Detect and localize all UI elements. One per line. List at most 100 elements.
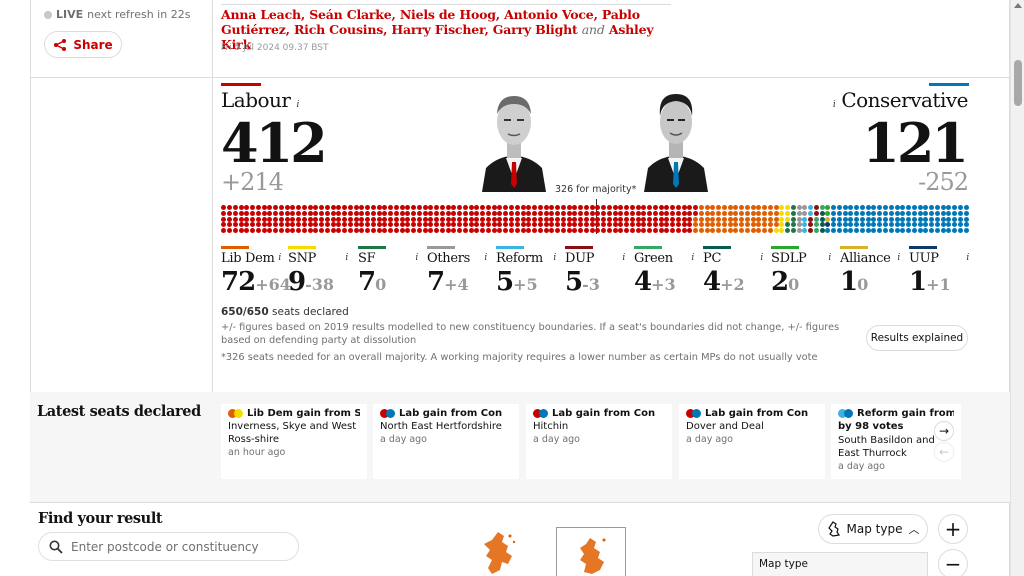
seat-dot bbox=[416, 216, 422, 222]
info-icon[interactable]: i bbox=[966, 253, 969, 263]
seat-result-card[interactable]: Lib Dem gain from SNP Inverness, Skye and… bbox=[221, 404, 367, 479]
seat-dot bbox=[508, 210, 514, 216]
seat-dot bbox=[934, 205, 940, 211]
scroll-up-arrow[interactable] bbox=[1014, 3, 1022, 8]
info-icon[interactable]: i bbox=[345, 253, 348, 263]
seat-dot bbox=[854, 205, 860, 211]
party-name: Others bbox=[427, 251, 471, 266]
author-link[interactable]: Seán Clarke bbox=[309, 7, 392, 22]
seat-dot bbox=[929, 222, 935, 228]
seat-dot bbox=[526, 216, 532, 222]
party-tally: Green i 4+3 bbox=[634, 246, 704, 297]
seat-dot bbox=[911, 222, 917, 228]
seat-dot bbox=[842, 205, 848, 211]
seat-dot bbox=[307, 205, 313, 211]
search-box[interactable] bbox=[38, 532, 299, 561]
seat-dot bbox=[906, 205, 911, 211]
author-link[interactable]: Antonio Voce bbox=[504, 7, 594, 22]
labour-name: Labour bbox=[221, 88, 291, 112]
seat-result-card[interactable]: Lab gain from Con Dover and Deal a day ago bbox=[679, 404, 825, 479]
seat-dot bbox=[624, 216, 630, 222]
seat-dot bbox=[416, 222, 422, 228]
search-input[interactable] bbox=[71, 539, 291, 554]
zoom-out-button[interactable]: − bbox=[938, 549, 968, 576]
seat-dot bbox=[238, 205, 244, 211]
zoom-in-button[interactable]: + bbox=[938, 514, 968, 544]
seat-dot bbox=[439, 210, 445, 216]
seat-dot bbox=[698, 205, 704, 211]
seat-dot bbox=[940, 216, 946, 222]
party-seat-count: 5 bbox=[565, 267, 583, 297]
author-link[interactable]: Garry Blight bbox=[492, 22, 578, 37]
seat-dot bbox=[497, 222, 503, 228]
seat-dot bbox=[952, 216, 958, 222]
seat-dot bbox=[848, 227, 854, 233]
seat-dot bbox=[601, 210, 607, 216]
seat-result-card[interactable]: Reform gain from Con by 98 votes South Bas… bbox=[831, 404, 961, 479]
party-name: Reform bbox=[496, 251, 543, 266]
seat-dot bbox=[871, 205, 877, 211]
seat-dot bbox=[301, 210, 307, 216]
seat-dot bbox=[716, 227, 722, 233]
info-icon[interactable]: i bbox=[691, 253, 694, 263]
carousel-next-button[interactable]: → bbox=[934, 421, 954, 441]
seat-dot bbox=[491, 210, 497, 216]
seat-dot bbox=[543, 222, 549, 228]
seat-result-card[interactable]: Lab gain from Con Hitchin a day ago bbox=[526, 404, 672, 479]
carousel-prev-button[interactable]: ← bbox=[934, 442, 954, 462]
seat-dot bbox=[347, 216, 353, 222]
seat-dot bbox=[900, 216, 906, 222]
author-link[interactable]: Pablo Gutiérrez bbox=[221, 7, 640, 37]
seat-dot bbox=[641, 227, 647, 233]
seat-dot bbox=[468, 222, 474, 228]
seat-dot bbox=[399, 227, 405, 233]
seat-dot bbox=[802, 222, 808, 228]
scrollbar-thumb[interactable] bbox=[1014, 60, 1022, 106]
info-icon[interactable]: i bbox=[278, 253, 281, 263]
seat-dot bbox=[698, 216, 704, 222]
info-icon[interactable]: i bbox=[622, 253, 625, 263]
seat-dot bbox=[808, 210, 814, 216]
author-link[interactable]: Anna Leach bbox=[221, 7, 301, 22]
party-seat-count: 5 bbox=[496, 267, 514, 297]
seat-dot bbox=[917, 205, 923, 211]
info-icon[interactable]: i bbox=[415, 253, 418, 263]
info-icon[interactable]: i bbox=[832, 100, 836, 110]
author-link[interactable]: Rich Cousins bbox=[293, 22, 384, 37]
info-icon[interactable]: i bbox=[553, 253, 556, 263]
info-icon[interactable]: i bbox=[760, 253, 763, 263]
seat-dot bbox=[825, 222, 831, 228]
seat-dot bbox=[537, 205, 543, 211]
author-link[interactable]: Niels de Hoog bbox=[399, 7, 496, 22]
share-button[interactable]: Share bbox=[44, 31, 122, 58]
info-icon[interactable]: i bbox=[296, 100, 300, 110]
seat-dot bbox=[353, 227, 359, 233]
info-icon[interactable]: i bbox=[897, 253, 900, 263]
seat-dot bbox=[641, 210, 647, 216]
seat-dot bbox=[606, 210, 612, 216]
seat-dot bbox=[681, 205, 687, 211]
results-explained-button[interactable]: Results explained bbox=[866, 325, 968, 351]
page-scrollbar[interactable] bbox=[1010, 0, 1024, 576]
map-type-button[interactable]: Map type ︿ bbox=[818, 514, 928, 544]
seat-dot bbox=[871, 227, 877, 233]
info-icon[interactable]: i bbox=[484, 253, 487, 263]
seat-dot bbox=[762, 227, 768, 233]
share-icon bbox=[54, 38, 67, 51]
seat-dot bbox=[359, 216, 365, 222]
seat-dot bbox=[468, 205, 474, 211]
seat-dot bbox=[284, 227, 290, 233]
author-link[interactable]: Ashley Kirk bbox=[221, 22, 654, 52]
seat-dot bbox=[750, 210, 756, 216]
seat-dot bbox=[635, 216, 641, 222]
author-link[interactable]: Harry Fischer bbox=[391, 22, 485, 37]
seat-dot bbox=[589, 210, 595, 216]
seat-dot bbox=[497, 216, 503, 222]
seat-result-card[interactable]: Lab gain from Con North East Hertfordshir… bbox=[373, 404, 519, 479]
map-inset-frame[interactable] bbox=[556, 527, 626, 576]
seat-dot bbox=[353, 216, 359, 222]
seat-dot bbox=[836, 222, 842, 228]
map-region-shape[interactable] bbox=[478, 530, 518, 576]
card-time: an hour ago bbox=[228, 447, 286, 458]
info-icon[interactable]: i bbox=[828, 253, 831, 263]
